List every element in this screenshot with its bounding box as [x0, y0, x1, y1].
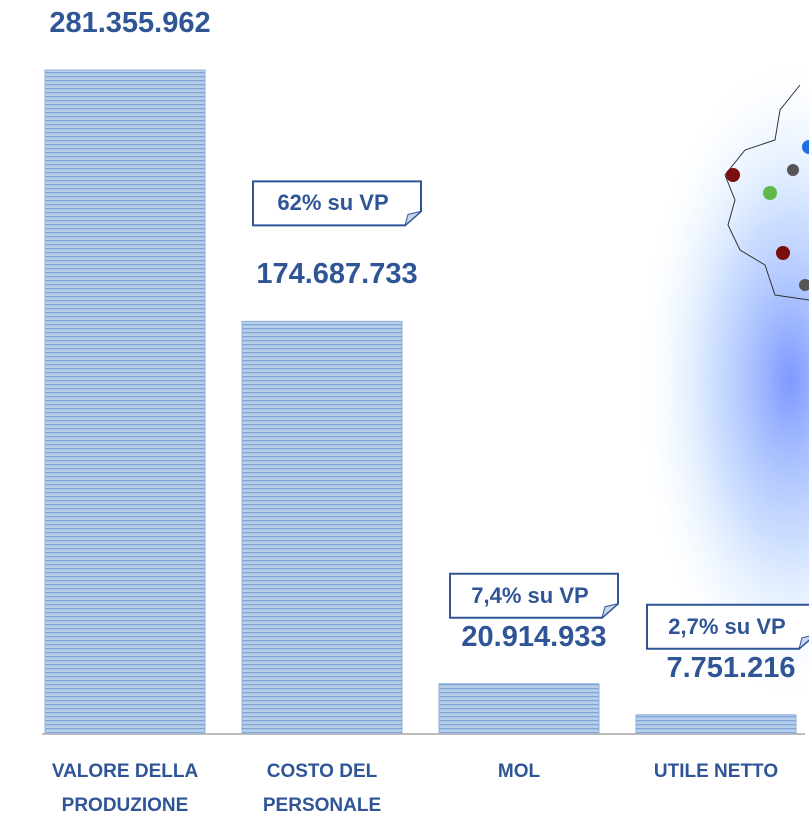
- map-dot: [763, 186, 777, 200]
- map-dot: [726, 168, 740, 182]
- annotation: 2,7% su VP: [668, 613, 786, 639]
- x-tick-label: VALORE DELLA PRODUZIONE: [51, 761, 199, 816]
- value-label: 7.751.216: [666, 651, 796, 684]
- map-dot: [799, 279, 809, 291]
- x-tick-label: MOL: [497, 761, 541, 782]
- value-label: 281.355.962: [49, 7, 211, 39]
- map-dot: [776, 246, 790, 260]
- annotation-fold: [601, 603, 619, 620]
- x-tick-label: UTILE NETTO: [653, 761, 779, 782]
- annotation: 62% su VP: [277, 190, 389, 216]
- x-tick-label: COSTO DEL PERSONALE: [262, 761, 382, 816]
- bar: [44, 69, 206, 734]
- background-glow: [640, 60, 809, 700]
- value-label: 20.914.933: [461, 620, 607, 653]
- value-label: 174.687.733: [256, 258, 418, 291]
- map-dot: [802, 140, 809, 154]
- map-outline: [724, 84, 809, 301]
- map-dot: [787, 164, 799, 176]
- bar: [241, 320, 403, 734]
- annotation: 7,4% su VP: [471, 582, 589, 608]
- annotation-fold: [404, 210, 422, 227]
- bar: [438, 683, 600, 734]
- bar: [635, 714, 797, 734]
